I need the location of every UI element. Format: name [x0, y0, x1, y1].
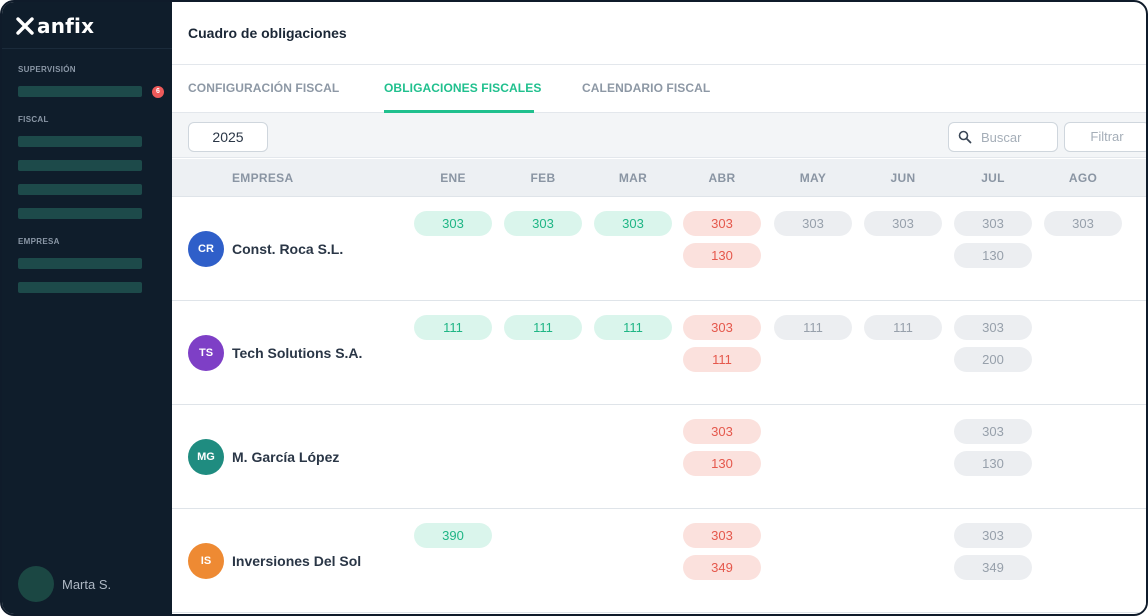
- column-header-month: JUN: [890, 171, 916, 185]
- company-name[interactable]: M. García López: [232, 449, 340, 465]
- obligation-pill[interactable]: 303: [594, 211, 672, 236]
- obligation-pill[interactable]: 130: [683, 243, 761, 268]
- brand-logo[interactable]: anfix: [16, 14, 94, 38]
- obligation-pill[interactable]: 303: [864, 211, 942, 236]
- column-header-month: MAY: [799, 171, 827, 185]
- obligation-pill[interactable]: 111: [504, 315, 582, 340]
- obligation-pill[interactable]: 303: [683, 523, 761, 548]
- search-input[interactable]: [981, 130, 1051, 145]
- page-title: Cuadro de obligaciones: [188, 25, 347, 41]
- column-header-empresa[interactable]: EMPRESA: [232, 171, 294, 185]
- company-name[interactable]: Inversiones Del Sol: [232, 553, 362, 569]
- sidebar-item-empresa-2[interactable]: [18, 282, 142, 293]
- sidebar-heading-fiscal: FISCAL: [18, 115, 49, 124]
- sidebar-item-fiscal-3[interactable]: [18, 184, 142, 195]
- obligation-pill[interactable]: 111: [594, 315, 672, 340]
- notification-badge: 6: [152, 86, 164, 98]
- toolbar: 2025 Filtrar: [172, 113, 1146, 158]
- active-tab-indicator: [384, 110, 534, 113]
- obligation-pill[interactable]: 349: [954, 555, 1032, 580]
- brand-name: anfix: [37, 14, 95, 38]
- table-row[interactable]: IS Inversiones Del Sol 390 303 349 303 349: [172, 509, 1146, 613]
- obligation-pill[interactable]: 111: [683, 347, 761, 372]
- obligation-pill[interactable]: 130: [954, 451, 1032, 476]
- obligation-pill[interactable]: 303: [683, 211, 761, 236]
- column-header-month: FEB: [530, 171, 556, 185]
- tab-bar: CONFIGURACIÓN FISCAL OBLIGACIONES FISCAL…: [172, 65, 1146, 113]
- obligation-pill[interactable]: 303: [954, 211, 1032, 236]
- sidebar-item-fiscal-2[interactable]: [18, 160, 142, 171]
- obligation-pill[interactable]: 111: [774, 315, 852, 340]
- obligation-pill[interactable]: 303: [414, 211, 492, 236]
- search-box[interactable]: [948, 122, 1058, 152]
- page-header: Cuadro de obligaciones: [172, 2, 1146, 65]
- obligation-pill[interactable]: 349: [683, 555, 761, 580]
- company-avatar: TS: [188, 335, 224, 371]
- obligation-pill[interactable]: 303: [954, 523, 1032, 548]
- obligation-pill[interactable]: 303: [1044, 211, 1122, 236]
- column-header-month: AGO: [1068, 171, 1098, 185]
- obligation-pill[interactable]: 111: [414, 315, 492, 340]
- sidebar-heading-empresa: EMPRESA: [18, 237, 60, 246]
- tab-calendario-fiscal[interactable]: CALENDARIO FISCAL: [582, 81, 711, 95]
- sidebar-item-supervision-1[interactable]: [18, 86, 142, 97]
- obligation-pill[interactable]: 303: [504, 211, 582, 236]
- sidebar-item-fiscal-1[interactable]: [18, 136, 142, 147]
- obligation-pill[interactable]: 303: [774, 211, 852, 236]
- table-header: EMPRESA ENE FEB MAR ABR MAY JUN JUL AGO: [172, 159, 1146, 197]
- column-header-month: ENE: [440, 171, 466, 185]
- sidebar-heading-supervision: SUPERVISIÓN: [18, 65, 76, 74]
- company-name[interactable]: Const. Roca S.L.: [232, 241, 344, 257]
- column-header-month: JUL: [981, 171, 1005, 185]
- obligation-pill[interactable]: 111: [864, 315, 942, 340]
- table-row[interactable]: TS Tech Solutions S.A. 111 111 111 303 111 111 1…: [172, 301, 1146, 405]
- company-avatar: CR: [188, 231, 224, 267]
- obligation-pill[interactable]: 303: [954, 315, 1032, 340]
- company-avatar: IS: [188, 543, 224, 579]
- sidebar-divider: [2, 48, 172, 49]
- company-avatar: MG: [188, 439, 224, 475]
- obligation-pill[interactable]: 303: [683, 315, 761, 340]
- tab-obligaciones-fiscales[interactable]: OBLIGACIONES FISCALES: [384, 81, 542, 95]
- table-row[interactable]: MG M. García López 303 130 303 130: [172, 405, 1146, 509]
- search-icon: [958, 130, 972, 144]
- column-header-month: ABR: [708, 171, 736, 185]
- obligation-pill[interactable]: 130: [683, 451, 761, 476]
- user-name[interactable]: Marta S.: [62, 577, 112, 592]
- year-selector[interactable]: 2025: [188, 122, 268, 152]
- anfix-logo-icon: [16, 17, 34, 35]
- tab-configuracion-fiscal[interactable]: CONFIGURACIÓN FISCAL: [188, 81, 340, 95]
- table-row[interactable]: CR Const. Roca S.L. 303 303 303 303 130 303 303 3…: [172, 197, 1146, 301]
- company-name[interactable]: Tech Solutions S.A.: [232, 345, 363, 361]
- obligation-pill[interactable]: 130: [954, 243, 1032, 268]
- obligation-pill[interactable]: 390: [414, 523, 492, 548]
- obligation-pill[interactable]: 303: [954, 419, 1032, 444]
- sidebar: anfix SUPERVISIÓN 6 FISCAL EMPRESA Marta…: [2, 2, 172, 614]
- obligation-pill[interactable]: 303: [683, 419, 761, 444]
- sidebar-item-fiscal-4[interactable]: [18, 208, 142, 219]
- filter-button[interactable]: Filtrar: [1064, 122, 1146, 152]
- column-header-month: MAR: [618, 171, 648, 185]
- obligation-pill[interactable]: 200: [954, 347, 1032, 372]
- sidebar-item-empresa-1[interactable]: [18, 258, 142, 269]
- user-avatar[interactable]: [18, 566, 54, 602]
